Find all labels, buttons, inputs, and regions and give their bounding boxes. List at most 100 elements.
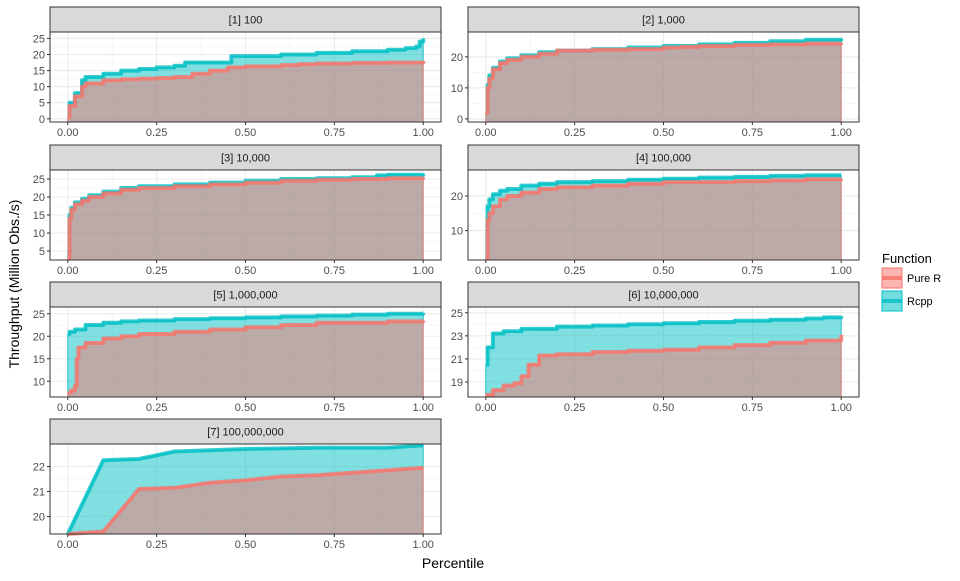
facet-strip: [49, 6, 442, 33]
y-tick-label: 0: [457, 114, 463, 126]
x-tick-label: 0.50: [235, 402, 256, 414]
x-tick-label: 1.00: [413, 402, 434, 414]
x-tick-label: 0.00: [57, 402, 78, 414]
series-line-pure-r: [67, 465, 424, 536]
series-line-pure-r: [485, 334, 844, 397]
series-line-pure-r: [485, 177, 844, 261]
y-tick-label: 19: [451, 377, 463, 389]
x-tick-label: 0.75: [324, 539, 345, 551]
x-tick-label: 1.00: [831, 265, 852, 277]
x-tick-label: 0.25: [564, 265, 585, 277]
x-tick-label: 0.25: [146, 402, 167, 414]
x-tick-label: 0.00: [57, 539, 78, 551]
x-tick-label: 0.75: [324, 127, 345, 139]
facet-panel-6: [6] 10,000,000 19 21 23 25 0.00 0.25 0.50 0.75 1.…: [451, 281, 860, 414]
legend-entry-pure-r: Pure R: [881, 267, 941, 289]
x-tick-label: 0.75: [742, 402, 763, 414]
facet-strip-label: [5] 1,000,000: [213, 290, 277, 302]
facet-panels: [1] 100 0 5 10 15 20 25 0.00 0.25 0.50 0.75 1.00 [2]…: [33, 6, 860, 551]
x-tick-label: 1.00: [413, 265, 434, 277]
y-tick-label: 25: [33, 174, 45, 186]
y-tick-label: 20: [33, 50, 45, 62]
legend-title: Function: [882, 251, 932, 266]
x-tick-label: 1.00: [413, 127, 434, 139]
series-line-rcpp: [65, 443, 424, 535]
y-tick-label: 15: [33, 66, 45, 78]
x-tick-label: 0.75: [742, 265, 763, 277]
x-tick-label: 1.00: [831, 402, 852, 414]
x-tick-label: 0.25: [146, 265, 167, 277]
facet-strip-label: [1] 100: [229, 15, 263, 27]
y-tick-label: 10: [33, 228, 45, 240]
x-tick-label: 1.00: [413, 539, 434, 551]
x-tick-label: 0.50: [653, 402, 674, 414]
series-line-pure-r: [485, 41, 844, 115]
x-tick-label: 0.75: [324, 402, 345, 414]
y-axis-title: Throughput (Million Obs./s): [6, 200, 22, 369]
x-tick-label: 0.50: [653, 265, 674, 277]
facet-panel-5: [5] 1,000,000 10 15 20 25 0.00 0.25 0.50 0.75 1.0…: [33, 281, 442, 414]
x-tick-label: 0.25: [146, 127, 167, 139]
legend-entry-rcpp: Rcpp: [881, 290, 933, 312]
legend: Function Pure R Rcpp: [881, 251, 941, 312]
y-tick-label: 15: [33, 354, 45, 366]
facet-strip-label: [6] 10,000,000: [628, 290, 698, 302]
legend-label-rcpp: Rcpp: [907, 296, 933, 308]
y-tick-label: 20: [451, 191, 463, 203]
x-tick-label: 0.00: [57, 265, 78, 277]
y-tick-label: 20: [451, 52, 463, 64]
facet-panel-4: [4] 100,000 10 20 0.00 0.25 0.50 0.75 1.00: [451, 144, 860, 277]
series-line-pure-r: [67, 176, 426, 261]
x-tick-label: 0.25: [564, 402, 585, 414]
x-axis-title: Percentile: [422, 555, 484, 571]
x-tick-label: 0.00: [475, 127, 496, 139]
series-line-rcpp: [485, 315, 844, 367]
y-tick-label: 21: [33, 487, 45, 499]
facet-strip-label: [7] 100,000,000: [207, 427, 283, 439]
series-line-rcpp: [67, 311, 426, 336]
facet-strip: [49, 144, 442, 171]
x-tick-label: 0.75: [324, 265, 345, 277]
legend-label-pure-r: Pure R: [907, 273, 941, 285]
x-tick-label: 0.50: [653, 127, 674, 139]
y-tick-label: 20: [33, 192, 45, 204]
y-tick-label: 10: [33, 376, 45, 388]
x-tick-label: 0.75: [742, 127, 763, 139]
series-line-rcpp: [485, 173, 842, 226]
facet-strip: [49, 281, 442, 308]
x-tick-label: 0.50: [235, 127, 256, 139]
y-tick-label: 0: [39, 114, 45, 126]
y-tick-label: 22: [33, 462, 45, 474]
facet-strip-label: [4] 100,000: [636, 153, 691, 165]
x-tick-label: 0.00: [57, 127, 78, 139]
y-tick-label: 23: [451, 331, 463, 343]
y-tick-label: 10: [33, 82, 45, 94]
facet-strip-label: [3] 10,000: [221, 153, 270, 165]
series-line-pure-r: [67, 319, 426, 395]
x-tick-label: 0.25: [564, 127, 585, 139]
facet-panel-1: [1] 100 0 5 10 15 20 25 0.00 0.25 0.50 0.75 1.00: [33, 6, 442, 139]
y-tick-label: 25: [33, 33, 45, 45]
series-line-rcpp: [67, 38, 426, 118]
y-tick-label: 10: [451, 83, 463, 95]
y-tick-label: 15: [33, 210, 45, 222]
y-tick-label: 5: [39, 98, 45, 110]
y-tick-label: 20: [33, 331, 45, 343]
y-tick-label: 25: [451, 308, 463, 320]
facet-panel-7: [7] 100,000,000 20 21 22 0.00 0.25 0.50 0.75 1.0…: [33, 418, 442, 551]
facet-strip-label: [2] 1,000: [642, 15, 685, 27]
y-tick-label: 20: [33, 512, 45, 524]
x-tick-label: 0.50: [235, 539, 256, 551]
facet-strip: [49, 418, 442, 445]
y-tick-label: 25: [33, 309, 45, 321]
x-tick-label: 0.00: [475, 402, 496, 414]
y-tick-label: 21: [451, 354, 463, 366]
facet-strip: [467, 281, 860, 308]
y-tick-label: 5: [39, 246, 45, 258]
x-tick-label: 0.00: [475, 265, 496, 277]
x-tick-label: 1.00: [831, 127, 852, 139]
series-line-pure-r: [67, 60, 426, 120]
x-tick-label: 0.25: [146, 539, 167, 551]
x-tick-label: 0.50: [235, 265, 256, 277]
